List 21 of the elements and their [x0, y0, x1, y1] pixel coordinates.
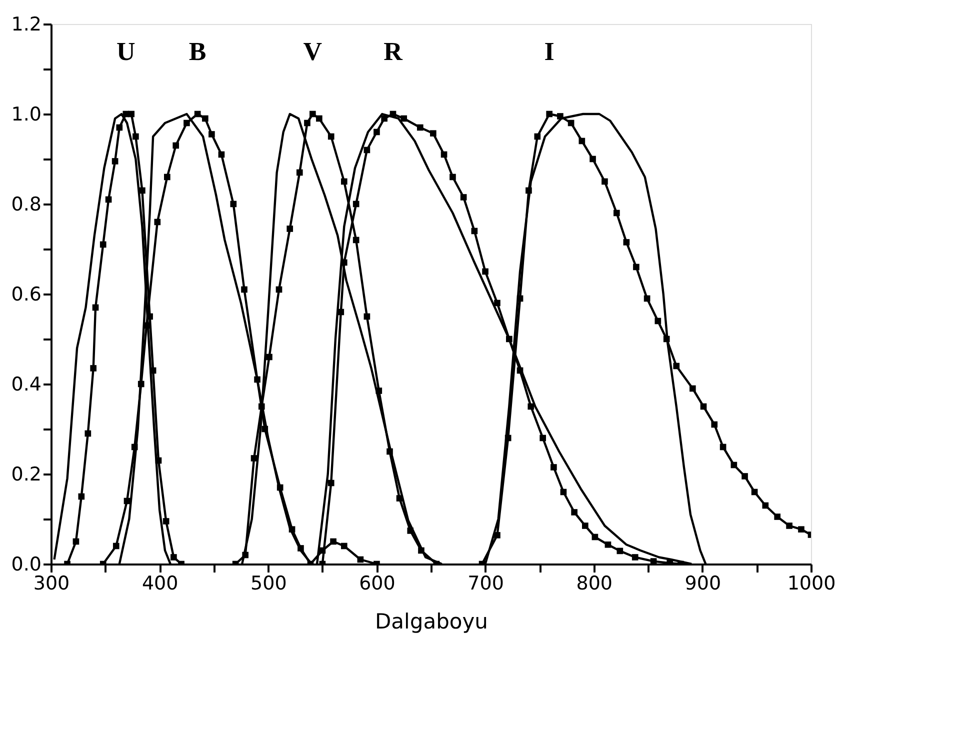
x-tick-label: 300 — [33, 572, 70, 594]
y-tick-label: 0.6 — [11, 284, 42, 306]
y-tick-label: 0.2 — [11, 464, 42, 486]
series-label: R — [384, 37, 403, 66]
x-tick-label: 900 — [684, 572, 722, 594]
x-tick-label: 800 — [576, 572, 612, 594]
series-label: U — [116, 37, 136, 66]
series-label: I — [544, 37, 554, 66]
y-tick-label: 1.2 — [11, 14, 42, 36]
x-tick-label: 500 — [250, 572, 287, 594]
x-tick-label: 600 — [359, 572, 396, 594]
x-axis-title: Dalgaboyu — [375, 610, 488, 634]
y-tick-label: 0.8 — [11, 194, 42, 216]
series-label: V — [303, 37, 322, 66]
series-label: B — [188, 37, 206, 66]
y-tick-label: 0.0 — [11, 554, 42, 576]
y-tick-label: 1.0 — [11, 104, 42, 126]
y-tick-label: 0.4 — [11, 374, 42, 396]
x-tick-label: 700 — [468, 572, 504, 594]
x-tick-label: 400 — [142, 572, 178, 594]
x-tick-label: 1000 — [787, 572, 836, 594]
